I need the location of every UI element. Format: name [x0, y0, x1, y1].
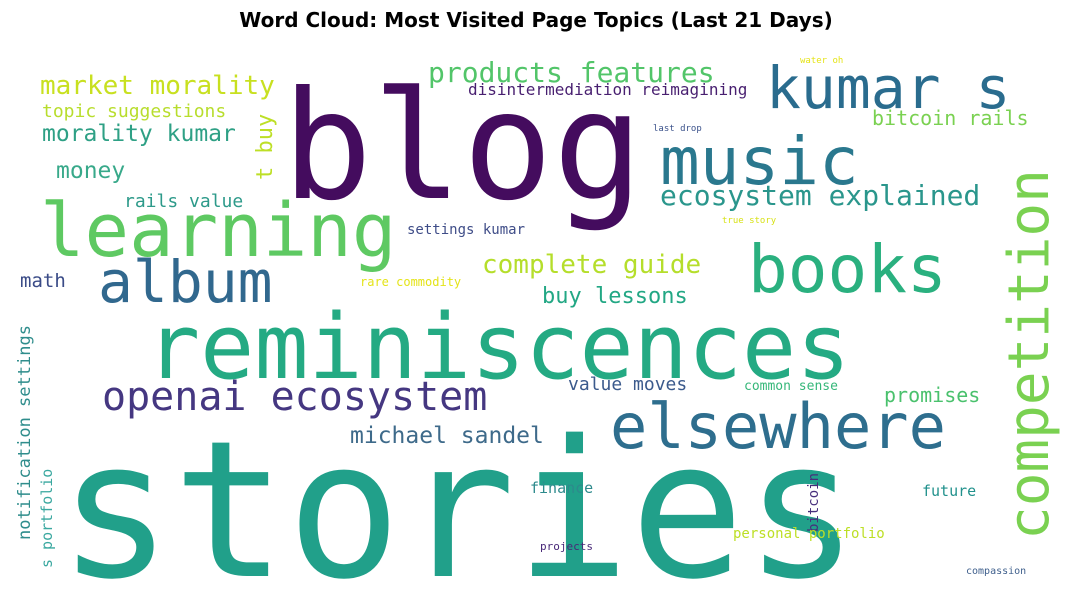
word-water-oh: water oh [800, 56, 843, 66]
word-products-features: products features [428, 56, 715, 89]
word-promises: promises [884, 383, 980, 407]
word-learning: learning [40, 188, 396, 274]
word-s-portfolio: s portfolio [38, 469, 56, 568]
word-last-drop: last drop [653, 124, 702, 134]
word-kumar-s: kumar s [766, 54, 1010, 122]
word-ecosystem-explained: ecosystem explained [660, 179, 980, 212]
word-complete-guide: complete guide [482, 250, 701, 280]
word-projects: projects [540, 540, 593, 553]
word-common-sense: common sense [744, 379, 838, 394]
word-elsewhere: elsewhere [610, 390, 946, 463]
word-music: music [660, 123, 859, 200]
word-album: album [98, 248, 273, 316]
word-money: money [56, 158, 125, 184]
word-value-moves: value moves [568, 374, 687, 395]
word-notification-settings: notification settings [15, 325, 35, 540]
word-settings-kumar: settings kumar [407, 222, 525, 238]
word-bitcoin-rails: bitcoin rails [872, 106, 1029, 130]
word-buy-lessons: buy lessons [542, 284, 688, 309]
word-competition: competition [997, 169, 1062, 540]
word-bitcoin: bitcoin [806, 473, 822, 532]
word-compassion: compassion [966, 566, 1026, 577]
word-t-buy: t buy [253, 114, 278, 180]
word-reminiscences: reminiscences [146, 295, 850, 400]
word-morality-kumar: morality kumar [42, 121, 236, 147]
word-market-morality: market morality [40, 71, 275, 101]
word-true-story: true story [722, 216, 777, 226]
word-math: math [20, 270, 66, 292]
chart-title: Word Cloud: Most Visited Page Topics (La… [239, 8, 833, 32]
word-openai-ecosystem: openai ecosystem [102, 374, 487, 420]
word-rare-commodity: rare commodity [360, 275, 461, 289]
word-disintermediation-reimagining: disintermediation reimagining [468, 80, 747, 99]
word-stories: stories [58, 400, 859, 590]
word-books: books [748, 231, 947, 308]
word-blog: blog [282, 60, 643, 234]
word-michael-sandel: michael sandel [350, 423, 544, 449]
word-finance: finance [530, 479, 593, 497]
word-future: future [922, 482, 976, 500]
word-rails-value: rails value [124, 191, 243, 212]
word-personal-portfolio: personal portfolio [733, 526, 885, 542]
word-topic-suggestions: topic suggestions [42, 101, 226, 122]
